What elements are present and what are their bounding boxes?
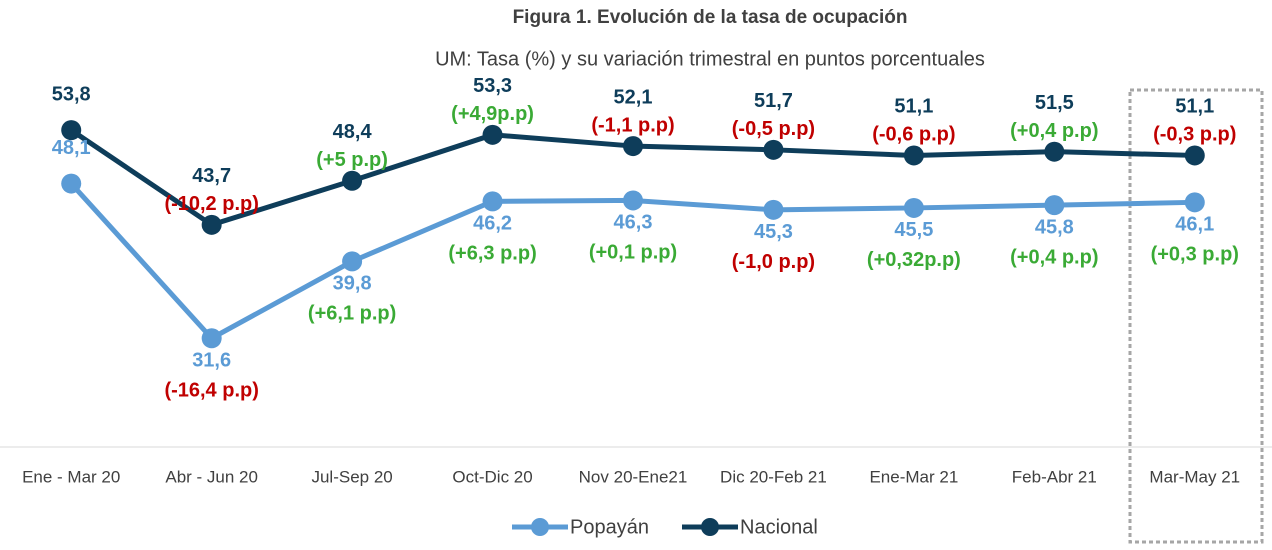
annotation: (-1,1 p.p) <box>591 114 674 136</box>
annotation: (-1,0 p.p) <box>732 251 815 273</box>
marker <box>1044 195 1065 216</box>
marker <box>1044 141 1065 162</box>
marker <box>201 214 222 235</box>
x-tick-label: Dic 20-Feb 21 <box>720 467 827 486</box>
marker <box>1184 145 1205 166</box>
value-label: 51,1 <box>1175 96 1214 118</box>
marker <box>61 120 82 141</box>
value-label: 51,7 <box>754 90 793 112</box>
value-label: 52,1 <box>614 86 653 108</box>
value-label: 45,5 <box>894 219 933 241</box>
annotation: (-0,3 p.p) <box>1153 124 1236 146</box>
marker <box>903 197 924 218</box>
marker <box>201 328 222 349</box>
annotation: (+4,9p.p) <box>451 103 534 125</box>
marker <box>342 170 363 191</box>
value-label: 51,5 <box>1035 92 1074 114</box>
legend-marker <box>531 518 549 536</box>
annotation: (+6,1 p.p) <box>308 303 396 325</box>
chart-subtitle: UM: Tasa (%) y su variación trimestral e… <box>435 48 985 70</box>
annotation: (+0,4 p.p) <box>1010 246 1098 268</box>
value-label: 46,3 <box>614 212 653 234</box>
marker <box>763 199 784 220</box>
annotation: (+0,3 p.p) <box>1151 244 1239 266</box>
value-label: 53,3 <box>473 75 512 97</box>
x-tick-label: Ene-Mar 21 <box>869 467 958 486</box>
legend-marker <box>701 518 719 536</box>
marker <box>342 251 363 272</box>
marker <box>61 173 82 194</box>
marker <box>482 124 503 145</box>
value-label: 31,6 <box>192 350 231 372</box>
annotation: (+0,4 p.p) <box>1010 120 1098 142</box>
value-label: 53,8 <box>52 83 91 105</box>
x-tick-label: Nov 20-Ene21 <box>579 467 688 486</box>
marker <box>1184 192 1205 213</box>
legend-label: Popayán <box>570 516 649 538</box>
highlight-box <box>1128 88 1264 544</box>
value-label: 46,2 <box>473 213 512 235</box>
annotation: (-16,4 p.p) <box>164 380 258 402</box>
value-label: 43,7 <box>192 165 231 187</box>
marker <box>623 136 643 157</box>
legend-label: Nacional <box>740 516 818 538</box>
annotation: (+6,3 p.p) <box>448 243 536 265</box>
annotation: (-0,5 p.p) <box>732 118 815 140</box>
chart-title: Figura 1. Evolución de la tasa de ocupac… <box>513 7 908 28</box>
x-tick-label: Feb-Abr 21 <box>1012 467 1097 486</box>
value-label: 45,8 <box>1035 216 1074 238</box>
value-label: 46,1 <box>1175 214 1214 236</box>
marker <box>482 191 503 212</box>
annotation: (+0,32p.p) <box>867 249 961 271</box>
marker <box>623 190 643 211</box>
value-label: 39,8 <box>333 273 372 295</box>
value-label: 51,1 <box>894 96 933 118</box>
value-label: 45,3 <box>754 221 793 243</box>
x-tick-label: Oct-Dic 20 <box>452 467 532 486</box>
x-tick-label: Mar-May 21 <box>1149 467 1240 486</box>
annotation: (-10,2 p.p) <box>164 193 258 215</box>
x-tick-label: Jul-Sep 20 <box>311 467 392 486</box>
annotation: (-0,6 p.p) <box>872 124 955 146</box>
annotation: (+0,1 p.p) <box>589 242 677 264</box>
value-label: 48,4 <box>333 121 373 143</box>
x-tick-label: Abr - Jun 20 <box>165 467 258 486</box>
annotation: (+5 p.p) <box>316 149 388 171</box>
marker <box>763 139 784 160</box>
value-label: 48,1 <box>52 137 91 159</box>
x-tick-label: Ene - Mar 20 <box>22 467 120 486</box>
marker <box>903 145 924 166</box>
